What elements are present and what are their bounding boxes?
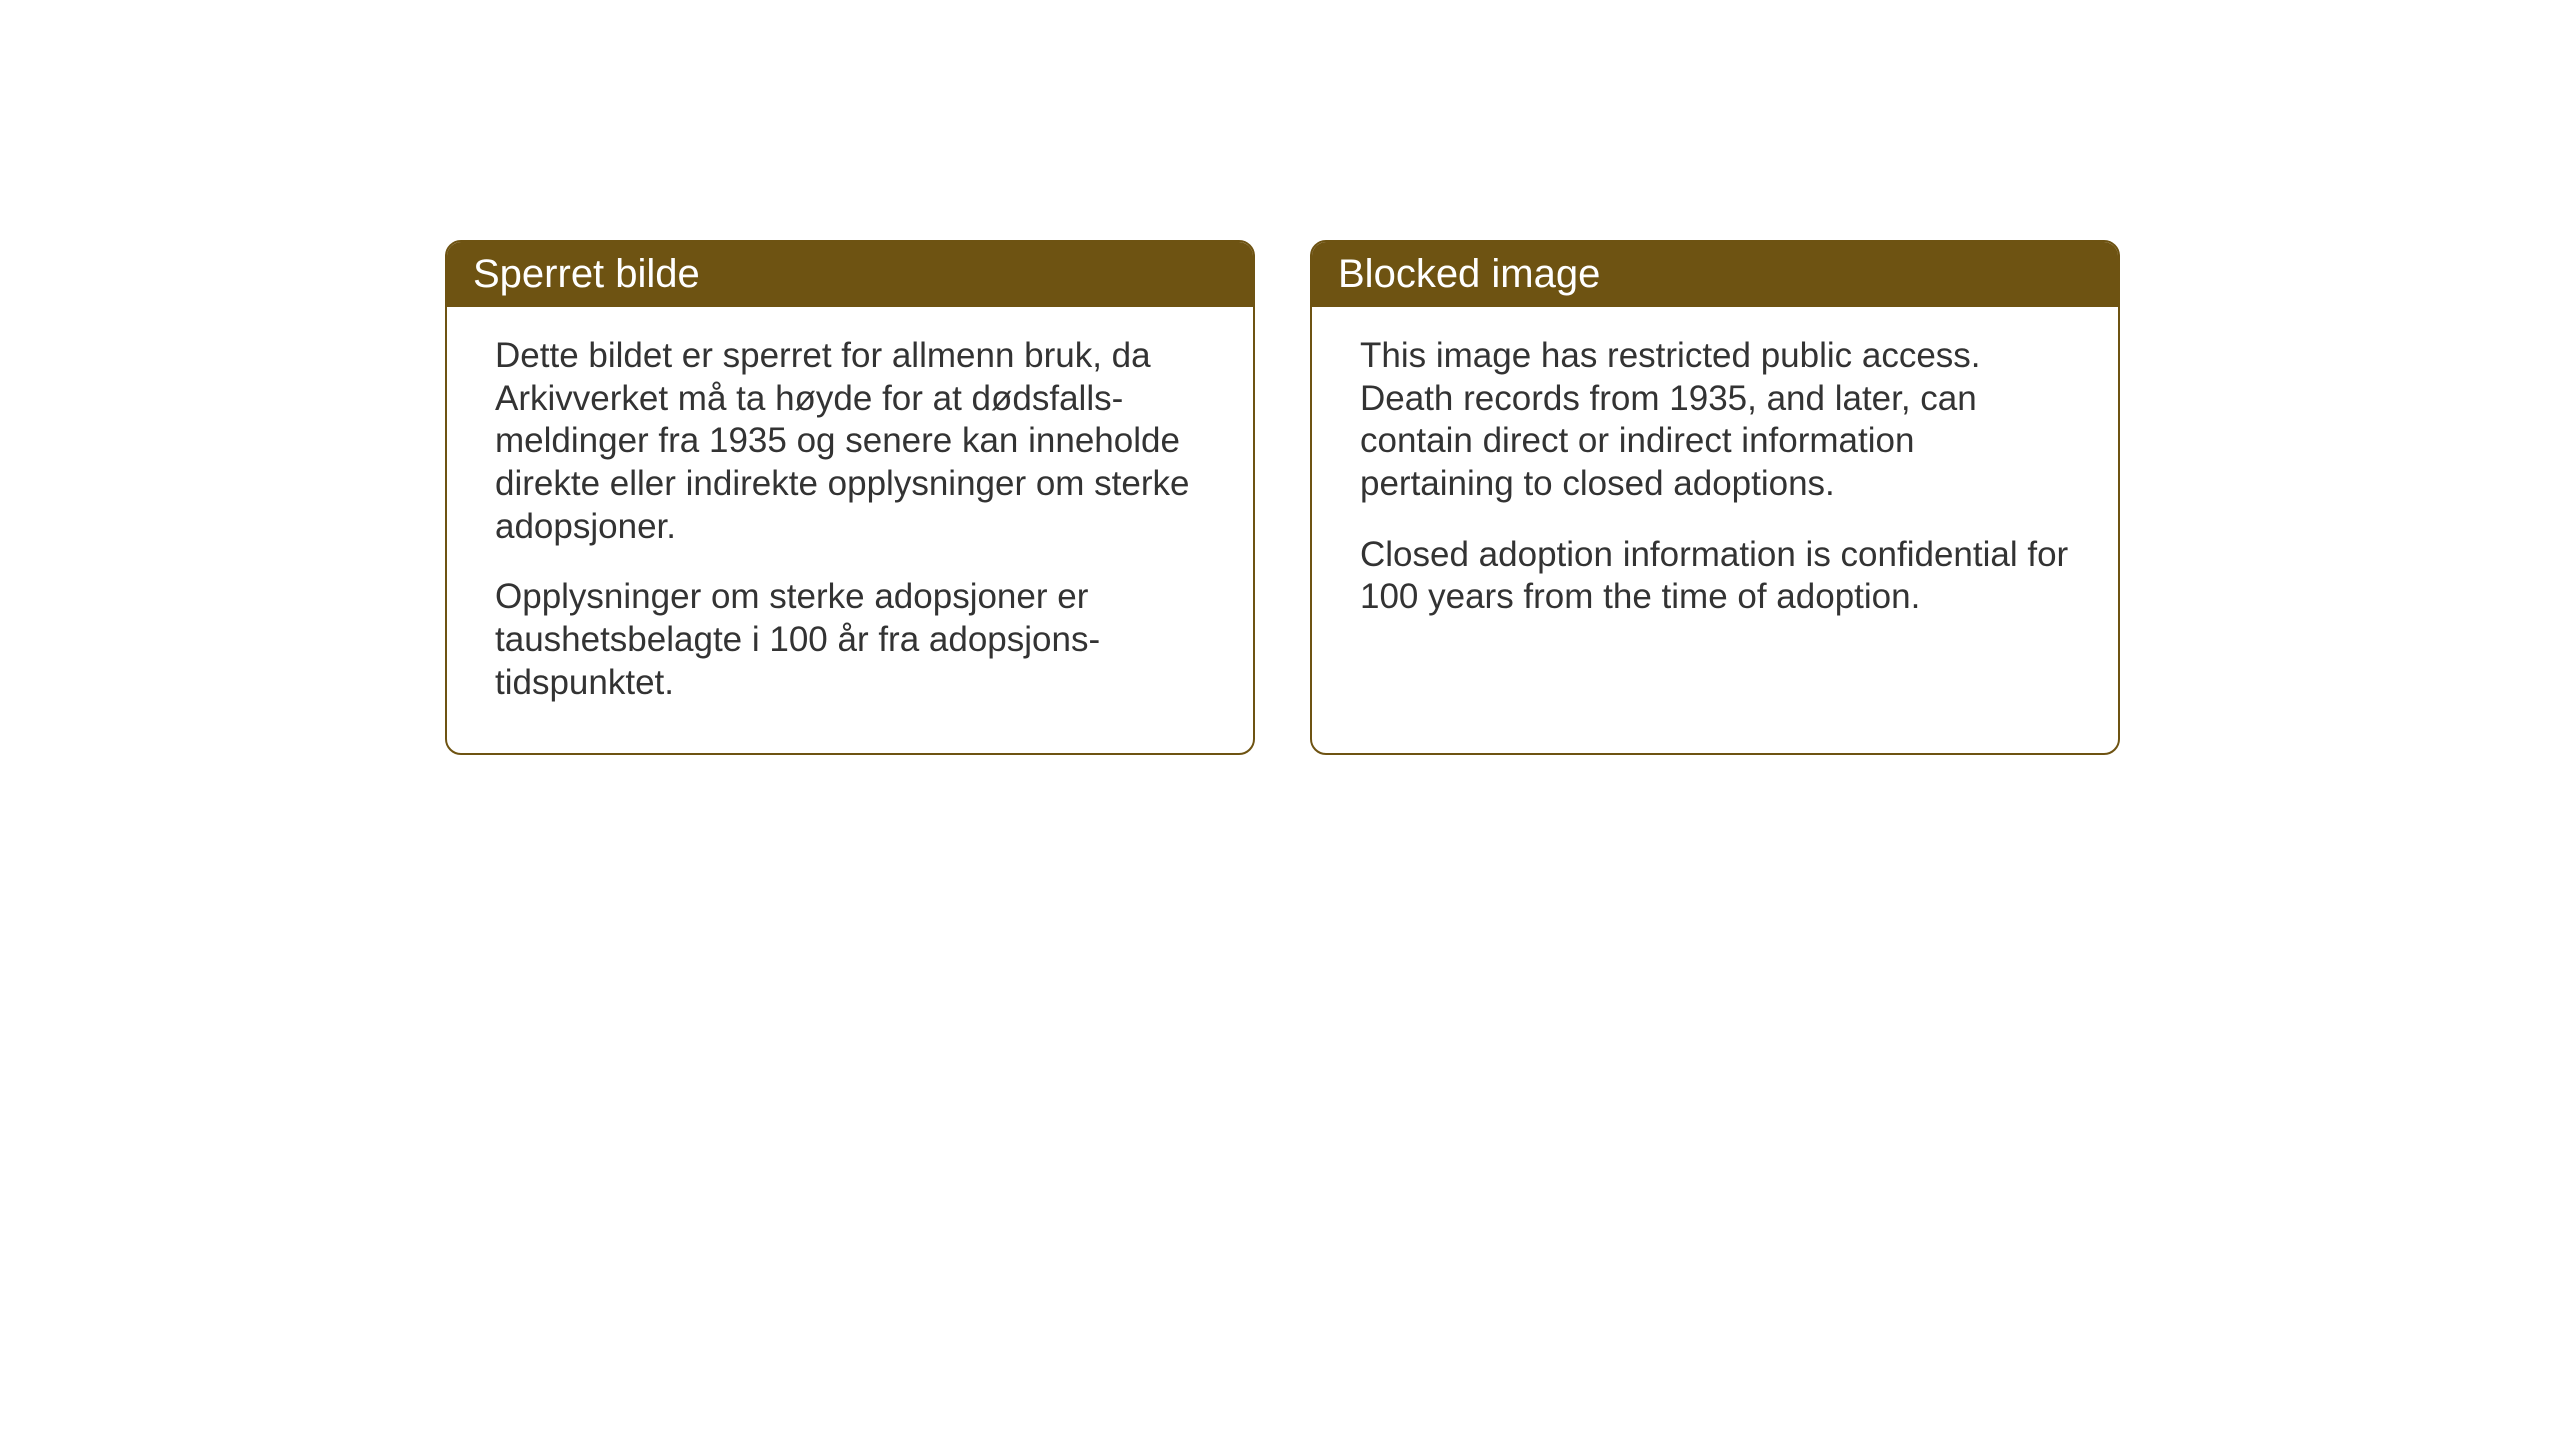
- english-paragraph-2: Closed adoption information is confident…: [1360, 534, 2070, 619]
- english-notice-card: Blocked image This image has restricted …: [1310, 240, 2120, 755]
- norwegian-paragraph-2: Opplysninger om sterke adopsjoner er tau…: [495, 576, 1205, 704]
- english-card-body: This image has restricted public access.…: [1312, 307, 2118, 657]
- english-paragraph-1: This image has restricted public access.…: [1360, 335, 2070, 506]
- norwegian-card-title: Sperret bilde: [447, 242, 1253, 307]
- norwegian-paragraph-1: Dette bildet er sperret for allmenn bruk…: [495, 335, 1205, 548]
- norwegian-card-body: Dette bildet er sperret for allmenn bruk…: [447, 307, 1253, 743]
- norwegian-notice-card: Sperret bilde Dette bildet er sperret fo…: [445, 240, 1255, 755]
- english-card-title: Blocked image: [1312, 242, 2118, 307]
- notice-cards-container: Sperret bilde Dette bildet er sperret fo…: [445, 240, 2120, 755]
